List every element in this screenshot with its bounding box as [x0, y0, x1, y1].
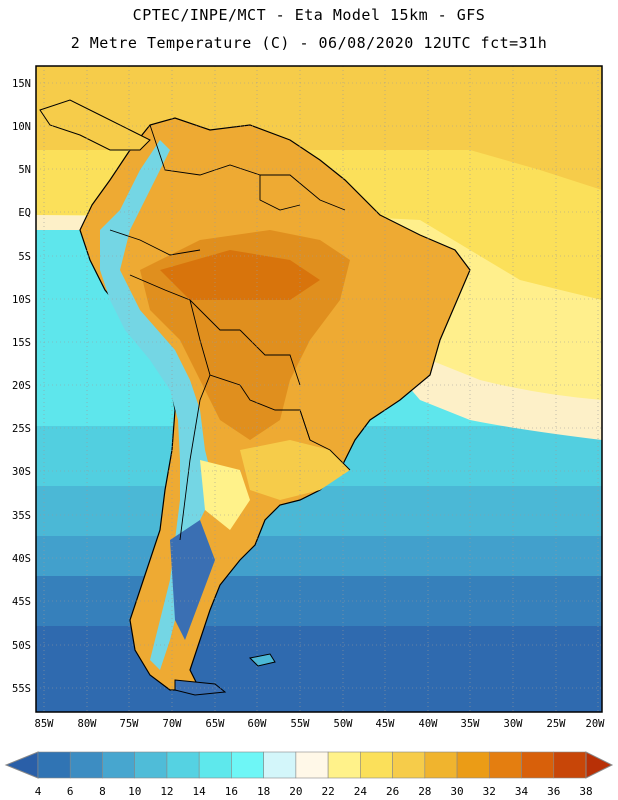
colorbar-label: 8	[99, 785, 106, 798]
colorbar-box	[456, 751, 490, 779]
lat-label-10n: 10N	[12, 121, 31, 133]
colorbar-box	[424, 751, 458, 779]
lat-label-25s: 25S	[12, 423, 31, 435]
lat-label-50s: 50S	[12, 640, 31, 652]
pampas-warm	[240, 440, 350, 500]
colorbar-max-arrow	[585, 751, 614, 779]
colorbar-label: 30	[450, 785, 463, 798]
colorbar-label: 38	[579, 785, 592, 798]
colorbar-label: 6	[67, 785, 74, 798]
colorbar-label: 24	[354, 785, 368, 798]
lon-label-65w: 65W	[206, 718, 226, 730]
chart-title-line2: 2 Metre Temperature (C) - 06/08/2020 12U…	[70, 34, 548, 52]
lat-label-10s: 10S	[12, 294, 31, 306]
colorbar-label: 28	[418, 785, 431, 798]
lon-label-20w: 20W	[586, 718, 606, 730]
chart-title-line1: CPTEC/INPE/MCT - Eta Model 15km - GFS	[132, 6, 486, 24]
hottest-core	[160, 250, 320, 300]
lat-label-40s: 40S	[12, 553, 31, 565]
colorbar-label: 36	[547, 785, 560, 798]
colorbar-box	[553, 751, 587, 779]
lat-label-20s: 20S	[12, 380, 31, 392]
colorbar-label: 32	[483, 785, 496, 798]
colorbar-label: 18	[257, 785, 270, 798]
central-america-land	[39, 99, 151, 151]
lat-label-45s: 45S	[12, 596, 31, 608]
tierra-del-fuego	[174, 679, 227, 696]
argentina-mild	[200, 460, 250, 530]
colorbar-label: 10	[128, 785, 141, 798]
lon-label-25w: 25W	[547, 718, 567, 730]
latitude-labels: 15N 10N 5N EQ 5S 10S 15S 20S 25S 30S 35S…	[12, 78, 31, 695]
colorbar-box	[521, 751, 555, 779]
colorbar-box	[295, 751, 329, 779]
lat-label-15s: 15S	[12, 337, 31, 349]
colorbar-box	[134, 751, 168, 779]
colorbar-label: 20	[289, 785, 302, 798]
patagonia-cold	[170, 520, 215, 640]
colorbar-min-arrow	[4, 751, 39, 779]
colorbar-label: 14	[193, 785, 207, 798]
lat-label-55s: 55S	[12, 683, 31, 695]
country-borders	[109, 124, 351, 541]
lon-label-80w: 80W	[78, 718, 98, 730]
colorbar-box	[69, 751, 103, 779]
colorbar-label: 26	[386, 785, 399, 798]
lat-label-5n: 5N	[18, 164, 31, 176]
lat-label-eq: EQ	[18, 207, 31, 219]
lon-label-40w: 40W	[419, 718, 439, 730]
falkland-islands	[248, 653, 276, 667]
lat-label-5s: 5S	[18, 251, 31, 263]
colorbar-box	[327, 751, 361, 779]
warm-band-28	[36, 66, 602, 190]
colorbar-box	[231, 751, 264, 779]
lat-label-15n: 15N	[12, 78, 31, 90]
lon-label-45w: 45W	[376, 718, 396, 730]
colorbar-label: 16	[225, 785, 238, 798]
lat-label-30s: 30S	[12, 466, 31, 478]
colorbar-box	[392, 751, 426, 779]
colorbar-label: 12	[160, 785, 173, 798]
colorbar-box	[360, 751, 393, 779]
colorbar-box	[488, 751, 522, 779]
lon-label-55w: 55W	[291, 718, 311, 730]
map-frame	[35, 65, 603, 713]
temperature-field	[36, 66, 602, 712]
longitude-labels: 85W 80W 75W 70W 65W 60W 55W 50W 45W 40W …	[35, 718, 606, 730]
lon-label-75w: 75W	[120, 718, 140, 730]
lon-label-60w: 60W	[248, 718, 268, 730]
lon-label-50w: 50W	[334, 718, 354, 730]
colorbar-label: 34	[515, 785, 529, 798]
lat-label-35s: 35S	[12, 510, 31, 522]
colorbar-label: 4	[35, 785, 42, 798]
colorbar-box	[198, 751, 232, 779]
lon-label-70w: 70W	[163, 718, 183, 730]
colorbar-box	[37, 751, 71, 779]
lon-label-30w: 30W	[504, 718, 524, 730]
lon-label-35w: 35W	[461, 718, 481, 730]
colorbar-box	[166, 751, 200, 779]
colorbar-box	[102, 751, 136, 779]
colorbar-box	[263, 751, 297, 779]
colorbar: 4 6 8 10 12 14 16 18 20 22 24 26 28 30 32 34 36 38	[4, 751, 614, 798]
colorbar-label: 22	[321, 785, 334, 798]
lon-label-85w: 85W	[35, 718, 55, 730]
